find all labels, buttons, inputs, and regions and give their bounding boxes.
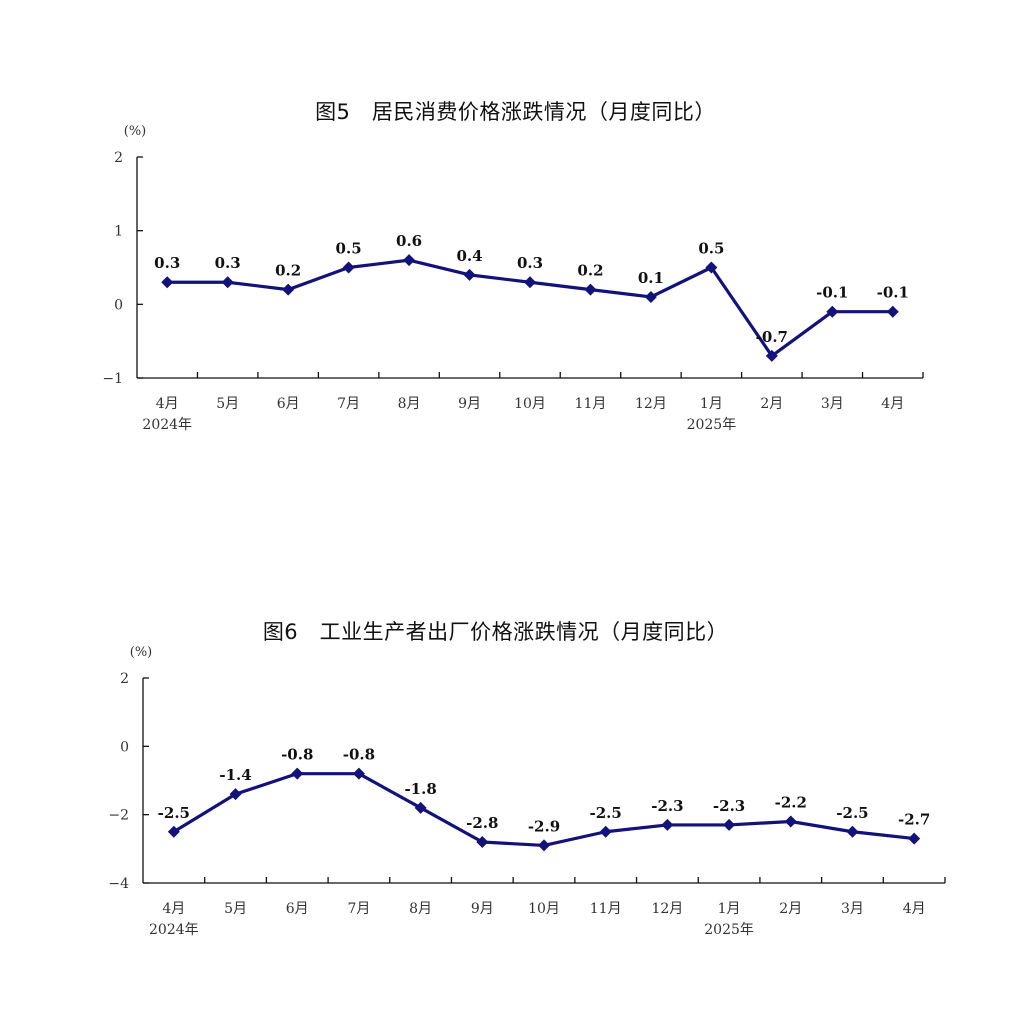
ppi-data-label: -2.5 (158, 804, 190, 822)
cpi-x-tick-label: 8月 (398, 396, 421, 412)
cpi-x-tick-label: 5月 (216, 396, 239, 412)
cpi-x-tick-label: 7月 (337, 396, 360, 412)
ppi-data-point (538, 839, 550, 852)
ppi-x-tick-label: 10月 (528, 901, 560, 917)
cpi-x-tick-label: 4月 (881, 396, 904, 412)
ppi-unit-label: (%) (130, 645, 153, 660)
cpi-figure: 图5 居民消费价格涨跌情况（月度同比） (%) 2 1 0 −1 4月 5月 6月 7月 8月 9月… (0, 80, 1031, 460)
cpi-data-point (644, 290, 657, 303)
cpi-data-label: 0.2 (275, 262, 301, 280)
ppi-year-label: 2025年 (704, 922, 754, 938)
ppi-y-tick-label: −2 (108, 808, 129, 824)
ppi-x-tick-label: 11月 (590, 901, 622, 917)
cpi-data-point (886, 305, 899, 318)
cpi-data-label: 0.3 (154, 254, 180, 272)
ppi-x-tick-label: 6月 (286, 901, 309, 917)
cpi-x-tick-label: 2月 (760, 396, 783, 412)
cpi-x-tick-label: 3月 (821, 396, 844, 412)
ppi-x-tick-label: 12月 (651, 901, 683, 917)
ppi-data-point (291, 767, 304, 780)
ppi-x-tick-label: 7月 (347, 901, 370, 917)
cpi-data-label: 0.6 (396, 232, 422, 250)
ppi-data-label: -2.7 (898, 811, 930, 829)
ppi-data-label: -2.5 (836, 804, 868, 822)
ppi-x-tick-label: 4月 (903, 901, 926, 917)
ppi-data-point (167, 825, 180, 838)
ppi-data-point (599, 825, 612, 838)
ppi-data-point (476, 836, 489, 848)
ppi-year-label: 2024年 (149, 922, 199, 938)
ppi-x-tick-label: 2月 (779, 901, 802, 917)
cpi-data-point (403, 254, 416, 267)
ppi-x-tick-label: 3月 (841, 901, 864, 917)
ppi-y-tick-label: 0 (120, 739, 129, 755)
ppi-chart-title: 图6 工业生产者出厂价格涨跌情况（月度同比） (262, 620, 729, 644)
cpi-data-label: -0.1 (877, 284, 909, 302)
ppi-data-point (229, 788, 242, 801)
ppi-line-chart: (%)2 0 −2 −4 4月 5月 6月 7月 8月 9月 10月 11月 12月 1月 2月 3月 4月 20… (108, 645, 946, 938)
cpi-x-tick-label: 10月 (514, 396, 546, 412)
ppi-x-tick-label: 1月 (718, 901, 741, 917)
ppi-data-label: -2.8 (466, 814, 498, 832)
ppi-data-label: -2.5 (590, 804, 622, 822)
cpi-data-point (765, 349, 778, 362)
ppi-x-tick-label: 8月 (409, 901, 432, 917)
cpi-x-tick-label: 9月 (458, 396, 481, 412)
cpi-data-label: 0.1 (638, 269, 664, 287)
ppi-data-label: -0.8 (343, 746, 375, 764)
cpi-data-label: 0.4 (456, 247, 482, 265)
ppi-x-tick-label: 9月 (471, 901, 494, 917)
ppi-data-label: -1.8 (404, 780, 436, 798)
ppi-x-tick-label: 4月 (162, 901, 185, 917)
cpi-data-label: 0.2 (577, 262, 603, 280)
ppi-data-label: -2.2 (775, 794, 807, 812)
cpi-chart-title: 图5 居民消费价格涨跌情况（月度同比） (315, 100, 716, 124)
cpi-unit-label: (%) (124, 124, 147, 139)
ppi-data-point (661, 818, 674, 831)
cpi-data-label: -0.7 (756, 328, 788, 346)
cpi-x-tick-label: 6月 (277, 396, 300, 412)
cpi-data-point (282, 283, 295, 296)
cpi-data-point (221, 276, 234, 289)
ppi-data-label: -2.9 (528, 817, 560, 835)
ppi-data-label: -0.8 (281, 746, 313, 764)
ppi-data-point (723, 818, 736, 831)
cpi-x-tick-label: 12月 (635, 396, 667, 412)
cpi-x-tick-label: 11月 (575, 396, 607, 412)
cpi-data-point (705, 261, 718, 274)
ppi-y-tick-label: −4 (108, 876, 129, 892)
ppi-y-tick-label: 2 (120, 671, 129, 687)
cpi-y-tick-label: 1 (114, 224, 123, 240)
cpi-data-label: 0.3 (517, 254, 543, 272)
cpi-x-tick-label: 4月 (156, 396, 179, 412)
cpi-data-point (524, 276, 536, 289)
cpi-data-label: 0.3 (215, 254, 241, 272)
cpi-x-tick-label: 1月 (700, 396, 723, 412)
cpi-data-point (342, 261, 355, 274)
cpi-y-tick-label: 2 (114, 150, 123, 166)
cpi-data-label: 0.5 (336, 240, 362, 258)
cpi-y-tick-label: 0 (114, 297, 123, 313)
ppi-data-label: -2.3 (713, 797, 745, 815)
cpi-data-point (584, 283, 597, 296)
cpi-data-label: -0.1 (816, 284, 848, 302)
ppi-data-point (414, 801, 427, 814)
cpi-data-point (826, 305, 839, 318)
cpi-line-chart: (%)2 1 0 −1 4月 5月 6月 7月 8月 9月 10月 11月 12月 1月 2月 3月 4月 202… (102, 124, 924, 433)
ppi-data-point (908, 832, 921, 845)
ppi-data-point (352, 767, 365, 780)
ppi-x-tick-label: 5月 (224, 901, 247, 917)
ppi-data-label: -2.3 (651, 797, 683, 815)
ppi-data-point (846, 825, 859, 838)
cpi-data-point (161, 276, 174, 289)
cpi-year-label: 2024年 (142, 417, 192, 433)
ppi-data-label: -1.4 (219, 766, 251, 784)
ppi-data-point (784, 815, 797, 828)
cpi-data-point (463, 268, 476, 281)
cpi-year-label: 2025年 (687, 417, 737, 433)
ppi-figure: 图6 工业生产者出厂价格涨跌情况（月度同比） (%) 2 0 −2 −4 4月 5月 6月 7月… (0, 600, 1031, 960)
cpi-data-label: 0.5 (698, 240, 724, 258)
cpi-y-tick-label: −1 (102, 371, 123, 387)
